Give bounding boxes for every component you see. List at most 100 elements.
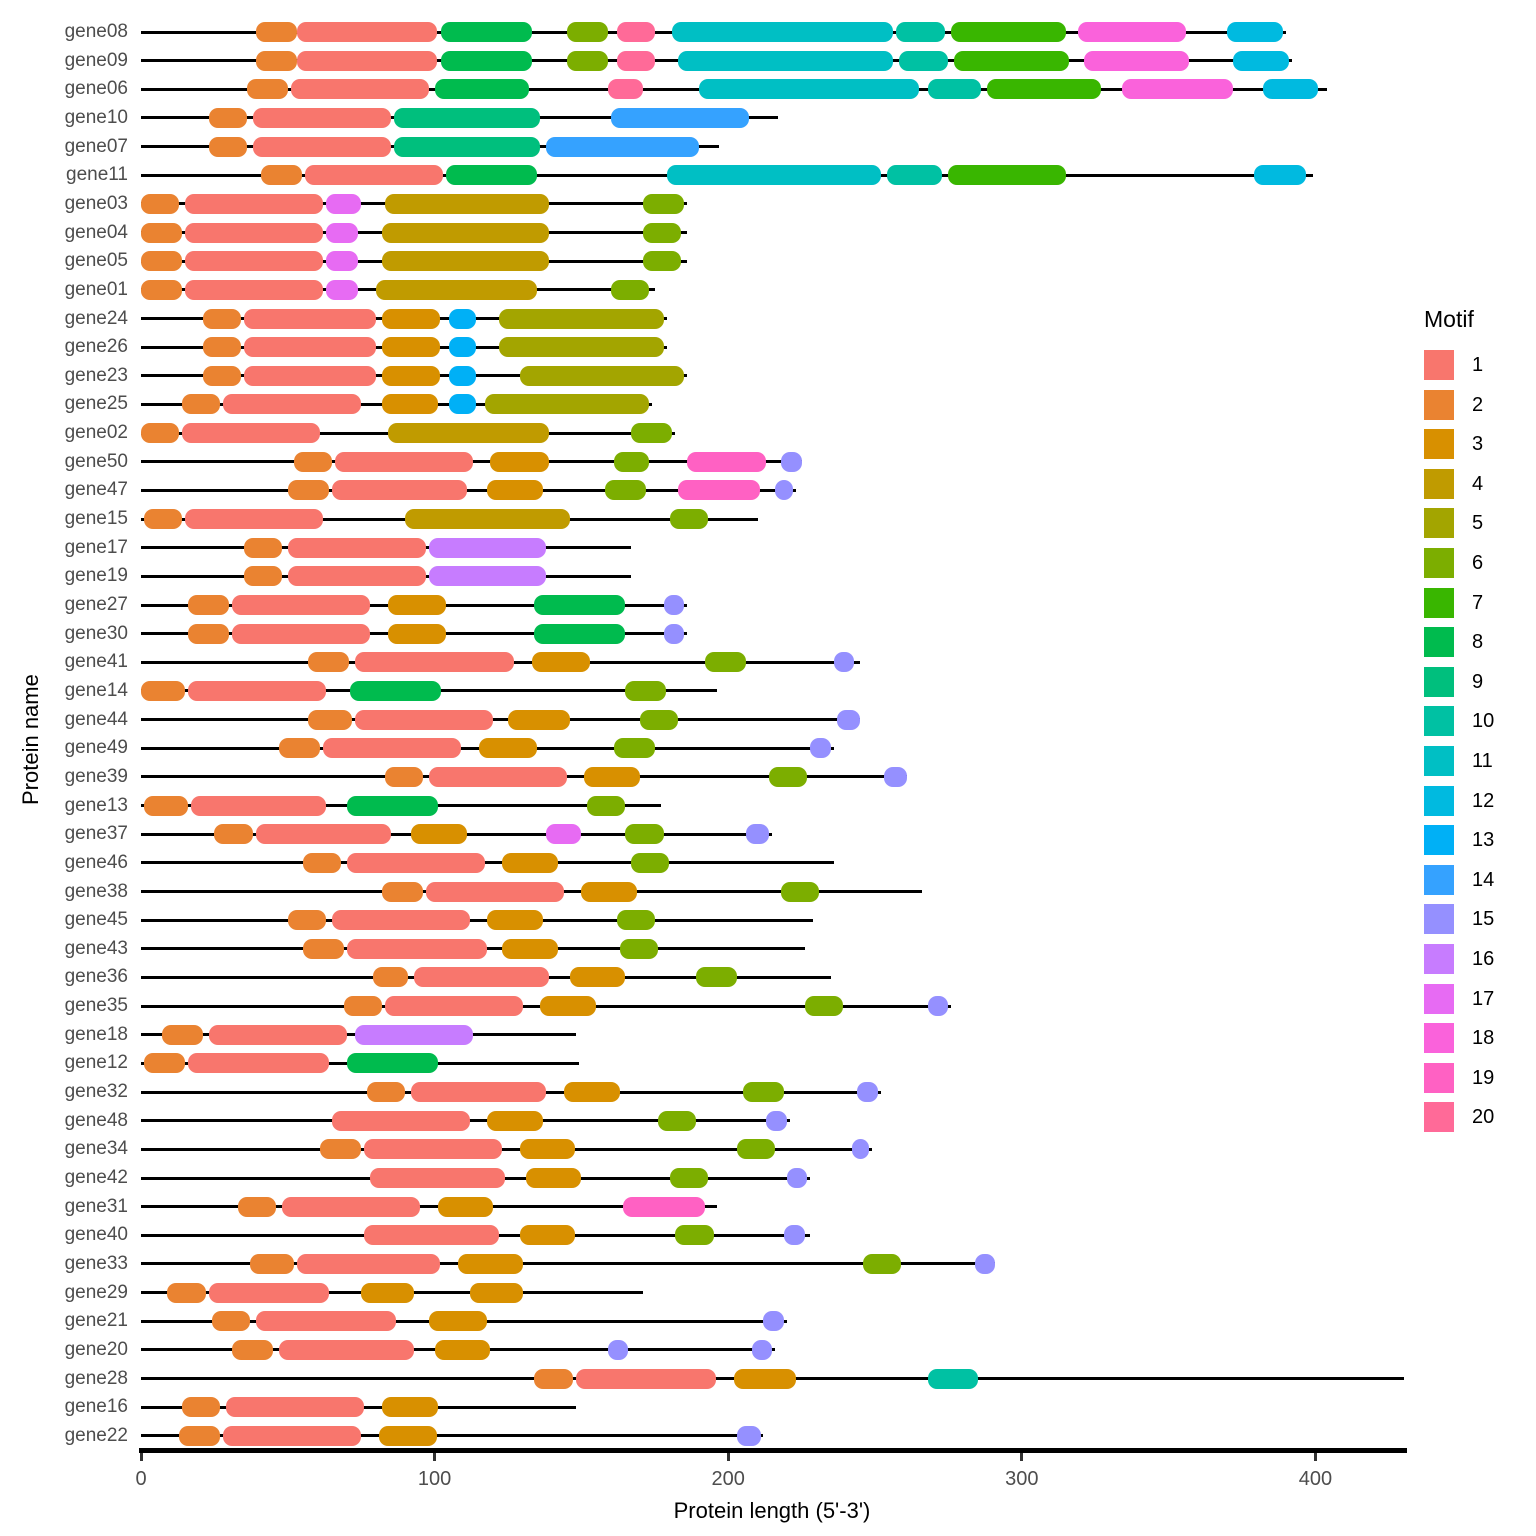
- motif-8-gene12: [346, 1053, 438, 1074]
- motif-3-gene45: [487, 910, 544, 931]
- y-axis-label-gene40: gene40: [64, 1224, 128, 1246]
- x-tick-label-200: 200: [711, 1468, 745, 1490]
- motif-6-gene09: [566, 50, 608, 71]
- motif-11-gene06: [698, 79, 919, 100]
- x-tick-mark-100: [433, 1453, 437, 1461]
- motif-2-gene46: [302, 852, 341, 873]
- motif-1-gene47: [331, 480, 467, 501]
- y-axis-label-gene04: gene04: [64, 221, 128, 243]
- motif-3-gene40: [519, 1225, 576, 1246]
- motif-6-gene15: [669, 509, 708, 530]
- legend-label-motif-15: 15: [1472, 908, 1495, 931]
- motif-2-gene05: [141, 251, 183, 272]
- motif-3-gene20: [434, 1339, 491, 1360]
- motif-9-gene07: [393, 136, 541, 157]
- motif-2-gene10: [208, 107, 247, 128]
- motif-19-gene50: [687, 451, 767, 472]
- motif-8-gene13: [346, 795, 438, 816]
- y-axis-label-gene05: gene05: [64, 250, 128, 272]
- x-tick-mark-0: [139, 1453, 143, 1461]
- motif-6-gene47: [604, 480, 646, 501]
- motif-1-gene06: [290, 79, 429, 100]
- motif-15-gene35: [927, 996, 949, 1017]
- motif-2-gene14: [141, 680, 185, 701]
- y-axis-label-gene08: gene08: [64, 21, 128, 42]
- motif-1-gene34: [364, 1139, 503, 1160]
- motif-3-gene26: [381, 337, 441, 358]
- motif-2-gene20: [232, 1339, 274, 1360]
- motif-1-gene25: [223, 394, 362, 415]
- y-axis-label-gene43: gene43: [64, 937, 128, 959]
- motif-16-gene19: [428, 566, 547, 587]
- motif-6-gene46: [631, 852, 670, 873]
- y-axis-label-gene21: gene21: [64, 1310, 128, 1332]
- motif-3-gene41: [531, 652, 591, 673]
- y-axis-label-gene23: gene23: [64, 364, 128, 386]
- legend-label-motif-11: 11: [1472, 750, 1493, 772]
- motif-2-gene08: [255, 22, 297, 42]
- motif-1-gene16: [226, 1397, 365, 1418]
- motif-7-gene11: [948, 165, 1066, 186]
- protein-backbone-gene47: [141, 488, 796, 492]
- motif-6-gene14: [625, 680, 667, 701]
- y-axis-label-gene26: gene26: [64, 336, 128, 358]
- motif-18-gene09: [1083, 50, 1190, 71]
- y-axis-label-gene29: gene29: [64, 1281, 128, 1303]
- motif-8-gene11: [446, 165, 538, 186]
- motif-1-gene29: [208, 1282, 329, 1303]
- motif-12-gene11: [1253, 165, 1307, 186]
- y-axis-label-gene14: gene14: [64, 679, 128, 701]
- motif-8-gene08: [440, 22, 532, 42]
- y-axis-label-gene15: gene15: [64, 508, 128, 530]
- motif-1-gene43: [346, 938, 488, 959]
- motif-3-gene49: [478, 738, 538, 759]
- motif-3-gene37: [411, 824, 467, 845]
- motif-2-gene47: [287, 480, 329, 501]
- motif-6-gene01: [610, 279, 649, 300]
- motif-6-gene34: [737, 1139, 776, 1160]
- legend-label-motif-18: 18: [1472, 1027, 1495, 1050]
- motif-3-gene43: [502, 938, 558, 959]
- motif-15-gene30: [663, 623, 685, 644]
- motif-2-gene37: [214, 824, 253, 845]
- motif-3-gene31: [437, 1196, 494, 1217]
- motif-15-gene32: [857, 1082, 878, 1103]
- motif-8-gene27: [534, 595, 626, 615]
- motif-10-gene08: [895, 22, 946, 42]
- motif-3-gene23: [381, 365, 441, 386]
- motif-15-gene21: [763, 1311, 784, 1332]
- motif-18-gene06: [1121, 79, 1234, 100]
- motif-1-gene17: [287, 537, 426, 558]
- protein-backbone-gene34: [141, 1147, 873, 1151]
- y-axis-label-gene12: gene12: [64, 1052, 128, 1074]
- motif-1-gene50: [334, 451, 473, 472]
- protein-backbone-gene22: [141, 1434, 764, 1438]
- motif-13-gene26: [449, 337, 476, 358]
- motif-13-gene23: [449, 365, 476, 386]
- motif-13-gene25: [449, 394, 476, 415]
- motif-15-gene37: [745, 824, 770, 845]
- motif-3-gene32: [563, 1082, 620, 1103]
- y-axis-label-gene41: gene41: [64, 651, 128, 673]
- motif-3-gene25: [381, 394, 438, 415]
- motif-7-gene06: [986, 79, 1102, 100]
- motif-1-gene28: [575, 1368, 717, 1389]
- motif-2-gene38: [381, 881, 423, 902]
- motif-6-gene38: [781, 881, 820, 902]
- motif-2-gene24: [202, 308, 241, 329]
- motif-14-gene10: [610, 107, 749, 128]
- y-axis-label-gene01: gene01: [64, 278, 128, 300]
- y-axis-label-gene42: gene42: [64, 1167, 128, 1188]
- x-tick-label-0: 0: [135, 1468, 147, 1490]
- motif-3-gene21: [428, 1311, 488, 1332]
- legend-swatch-motif-10: [1424, 706, 1454, 737]
- motif-3-gene30: [387, 623, 447, 644]
- legend-label-motif-2: 2: [1472, 393, 1484, 416]
- legend-swatch-motif-20: [1424, 1102, 1454, 1133]
- motif-15-gene41: [833, 652, 855, 673]
- legend-swatch-motif-13: [1424, 825, 1454, 856]
- y-axis-label-gene02: gene02: [64, 422, 128, 444]
- legend-label-motif-3: 3: [1472, 433, 1484, 456]
- motif-6-gene33: [863, 1253, 902, 1274]
- y-axis-label-gene28: gene28: [64, 1367, 128, 1389]
